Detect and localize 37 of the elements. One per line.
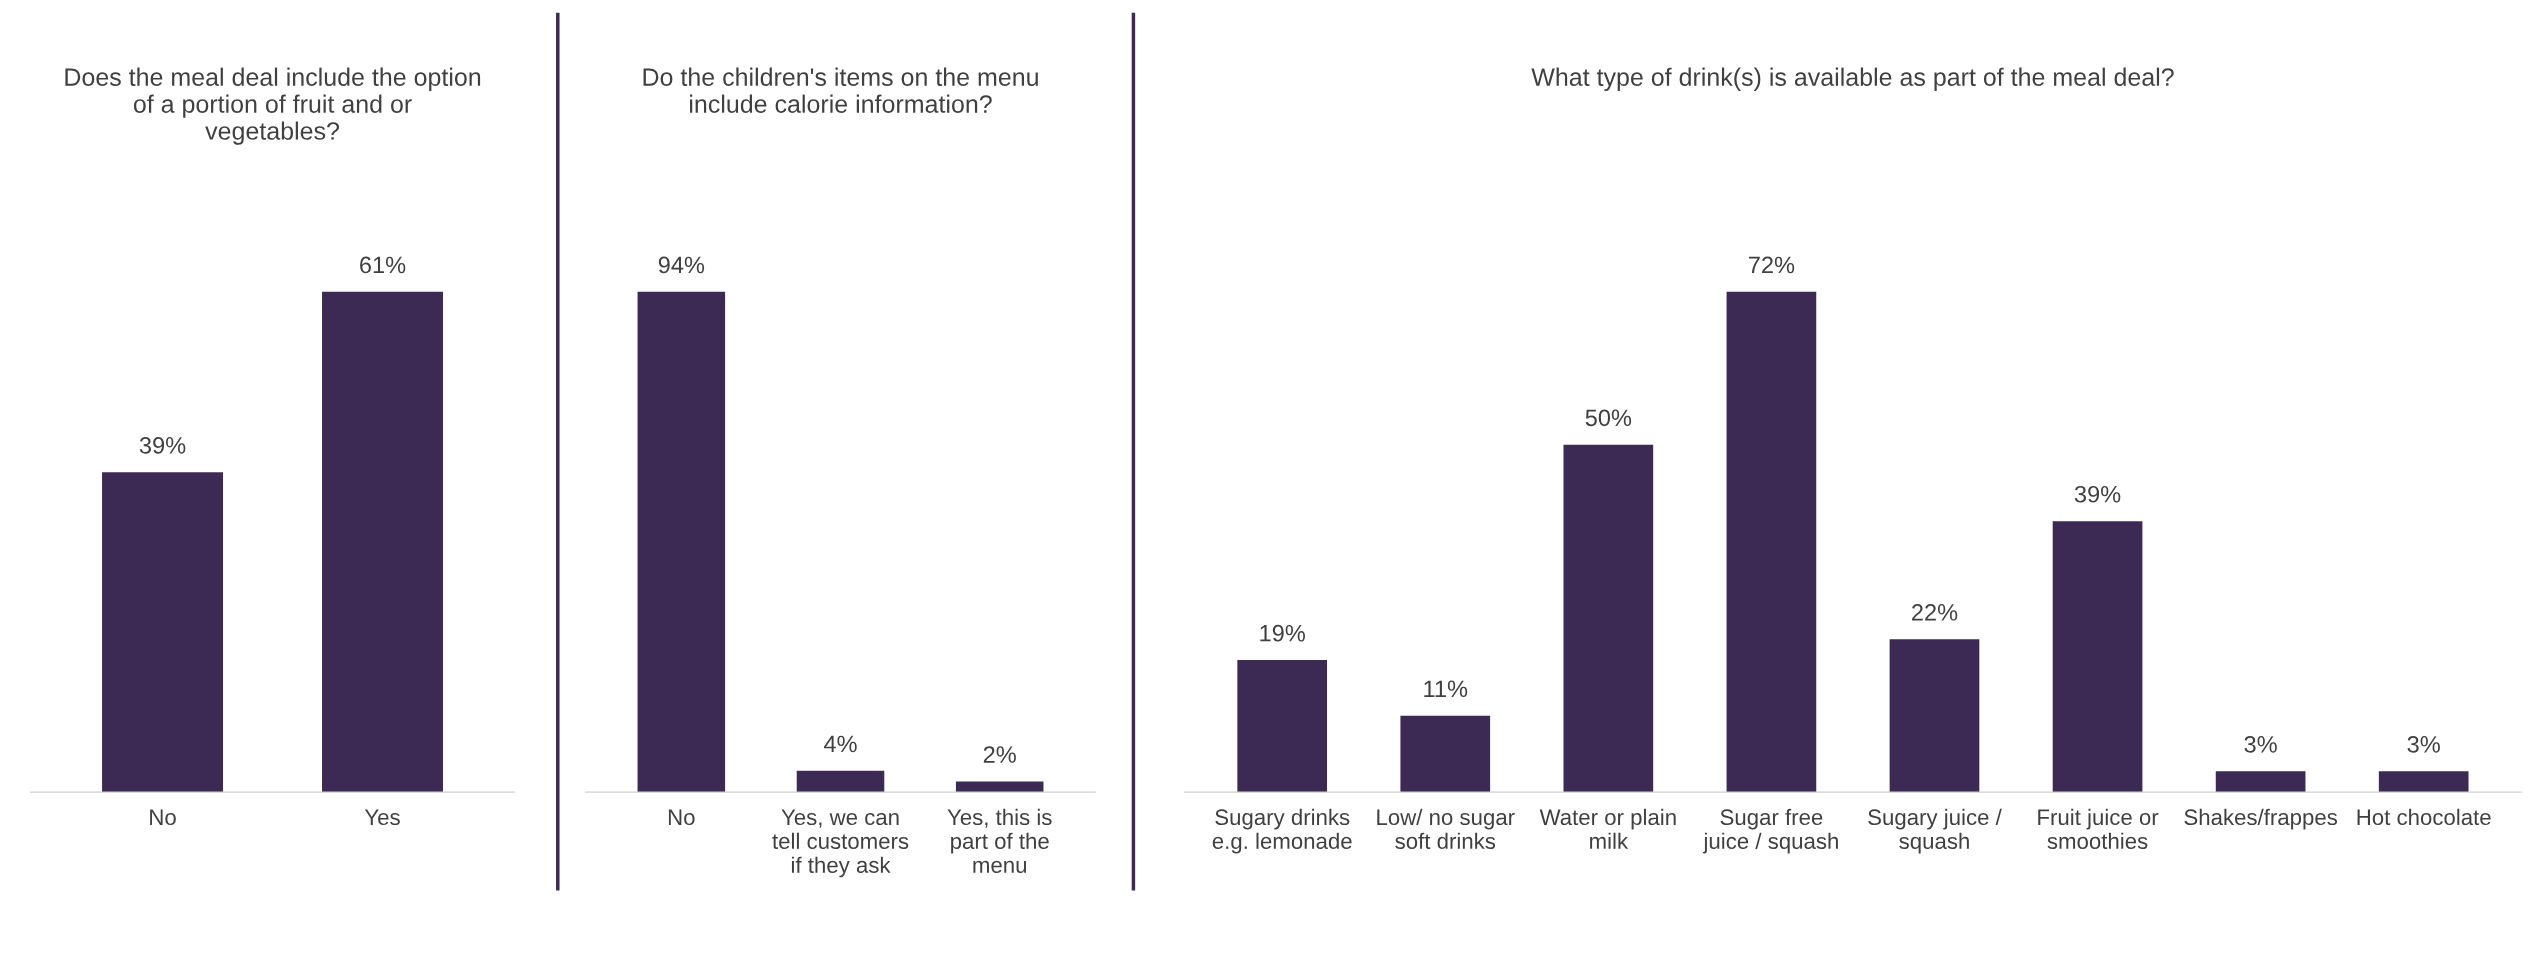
x-tick-label: Yes <box>364 809 400 826</box>
bar <box>1400 715 1491 793</box>
x-tick-label: Sugary drinks e.g. lemonade <box>1212 808 1352 854</box>
data-label: 2% <box>983 746 1016 763</box>
bar <box>2215 771 2306 793</box>
x-tick-label: Yes, this is part of the menu <box>947 808 1052 873</box>
x-tick-label: Sugary juice / squash <box>1868 808 2002 854</box>
bar <box>2052 521 2143 793</box>
x-tick-label: No <box>668 809 695 826</box>
x-tick-label: Shakes/frappes <box>2184 808 2338 830</box>
x-tick-label: Hot chocolate <box>2357 808 2491 826</box>
chart-title: What type of drink(s) is available as part of the meal deal? <box>1531 67 2174 91</box>
data-label: 61% <box>360 256 406 274</box>
data-label: 39% <box>2074 485 2121 503</box>
data-label: 72% <box>1748 256 1795 274</box>
x-tick-label: Yes, we can tell customers if they ask <box>772 809 909 878</box>
x-tick-label: Fruit juice or smoothies <box>2038 808 2159 850</box>
data-label: 3% <box>2407 736 2440 753</box>
x-tick-label: No <box>150 809 176 826</box>
x-tick-label: Water or plain milk <box>1539 808 1676 849</box>
data-label: 11% <box>1424 680 1468 698</box>
bar <box>1237 660 1328 793</box>
data-label: 3% <box>2244 736 2277 753</box>
x-tick-label: Low/ no sugar soft drinks <box>1377 808 1515 850</box>
bar <box>2378 771 2469 793</box>
data-label: 22% <box>1912 603 1958 621</box>
x-tick-label: Sugar free juice / squash <box>1702 808 1838 854</box>
data-label: 94% <box>658 256 705 274</box>
data-label: 4% <box>823 735 857 753</box>
bar <box>1726 291 1817 793</box>
bar <box>1563 444 1654 793</box>
data-label: 39% <box>139 437 186 454</box>
data-label: 50% <box>1585 409 1632 427</box>
chart-title: Does the meal deal include the option of a portion of fruit and or vegetables? <box>65 67 481 145</box>
bar <box>1889 639 1980 793</box>
data-label: 19% <box>1260 624 1305 642</box>
chart-title: Do the children's items on the menu include calorie information? <box>643 67 1038 113</box>
